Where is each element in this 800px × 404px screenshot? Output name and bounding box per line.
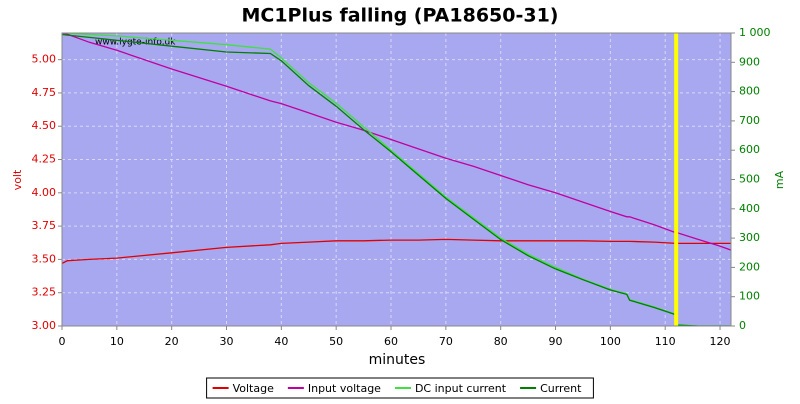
legend-label: DC input current [415, 382, 507, 395]
x-tick-label: 10 [110, 335, 124, 348]
y-tick-label: 5.00 [32, 53, 57, 66]
y2-tick-label: 100 [739, 290, 760, 303]
y2-tick-label: 400 [739, 202, 760, 215]
x-tick-label: 0 [59, 335, 66, 348]
y2-tick-label: 300 [739, 231, 760, 244]
x-axis-label: minutes [369, 352, 426, 368]
y2-tick-label: 600 [739, 143, 760, 156]
y2-tick-label: 1 000 [739, 26, 771, 39]
y2-tick-label: 700 [739, 114, 760, 127]
series-line [62, 33, 731, 251]
y-tick-label: 4.00 [32, 186, 57, 199]
legend-label: Current [540, 382, 582, 395]
y-tick-label: 4.75 [32, 86, 57, 99]
x-tick-label: 30 [220, 335, 234, 348]
x-tick-label: 120 [710, 335, 731, 348]
y-tick-label: 4.25 [32, 153, 57, 166]
series-line [62, 33, 731, 326]
plot-border [61, 32, 732, 327]
legend-label: Voltage [233, 382, 274, 395]
x-tick-label: 80 [494, 335, 508, 348]
y-tick-label: 3.50 [32, 252, 57, 265]
y2-tick-label: 900 [739, 55, 760, 68]
y-tick-label: 4.50 [32, 119, 57, 132]
legend: Voltage Input voltage DC input current Curr… [206, 377, 594, 399]
y-tick-label: 3.75 [32, 219, 57, 232]
y-axis-label: volt [11, 169, 24, 190]
x-tick-label: 20 [165, 335, 179, 348]
x-tick-label: 40 [274, 335, 288, 348]
y2-axis-label: mA [773, 170, 786, 189]
x-tick-label: 90 [549, 335, 563, 348]
y2-tick-label: 500 [739, 173, 760, 186]
x-tick-label: 110 [655, 335, 676, 348]
legend-label: Input voltage [308, 382, 381, 395]
x-tick-label: 60 [384, 335, 398, 348]
series-line [62, 238, 731, 264]
y2-tick-label: 0 [739, 319, 746, 332]
x-tick-label: 50 [329, 335, 343, 348]
plot-area [62, 33, 731, 326]
plot-lines [62, 33, 731, 326]
y-tick-label: 3.25 [32, 286, 57, 299]
y2-tick-label: 200 [739, 260, 760, 273]
chart-title: MC1Plus falling (PA18650-31) [241, 5, 558, 27]
x-tick-label: 100 [600, 335, 621, 348]
y2-tick-label: 800 [739, 85, 760, 98]
x-tick-label: 70 [439, 335, 453, 348]
y-tick-label: 3.00 [32, 319, 57, 332]
